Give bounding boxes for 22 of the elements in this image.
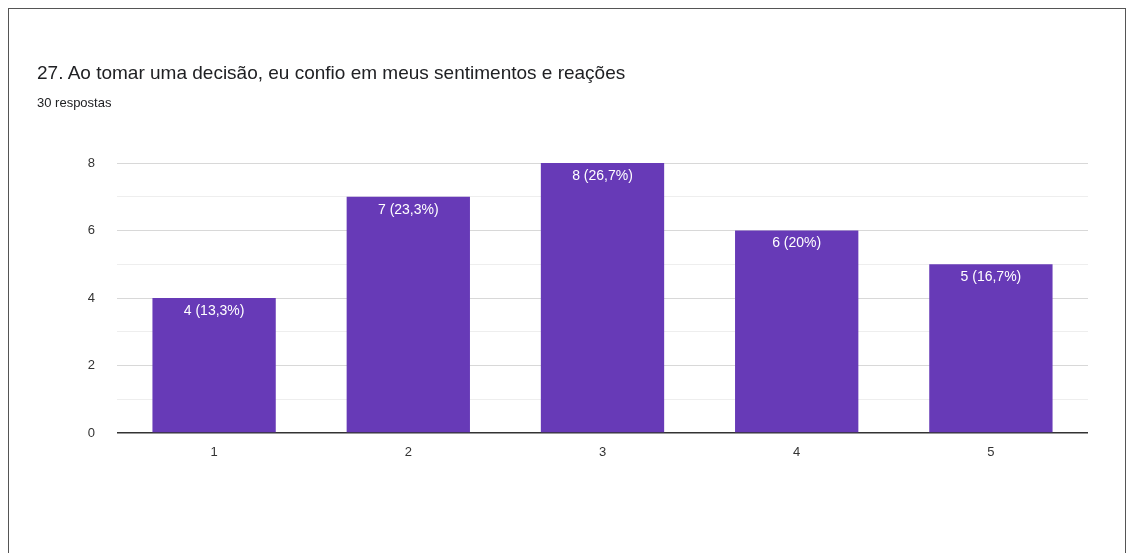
data-label: 5 (16,7%) <box>960 268 1022 285</box>
x-tick-label: 3 <box>598 444 607 460</box>
y-tick-label: 4 <box>87 289 95 305</box>
y-tick-label: 6 <box>87 222 95 238</box>
x-tick-label: 1 <box>210 444 218 460</box>
x-tick-label: 5 <box>987 444 995 460</box>
y-tick-label: 2 <box>87 357 95 373</box>
bar <box>735 230 859 433</box>
data-label: 4 (13,3%) <box>183 301 245 318</box>
chart-title: 27. Ao tomar uma decisão, eu confio em meus sentimentos e reações <box>37 62 626 84</box>
y-tick-label: 0 <box>87 424 95 440</box>
data-label: 6 (20%) <box>772 234 822 251</box>
data-label: 8 (26,7%) <box>572 166 633 183</box>
x-tick-label: 2 <box>404 444 412 460</box>
bar <box>346 196 470 433</box>
data-label: 7 (23,3%) <box>377 200 439 217</box>
bar <box>152 298 276 433</box>
bar <box>540 163 665 433</box>
y-tick-label: 8 <box>87 154 95 170</box>
chart-subtitle: 30 respostas <box>37 95 112 110</box>
x-tick-label: 4 <box>793 444 801 460</box>
bar <box>929 264 1053 433</box>
